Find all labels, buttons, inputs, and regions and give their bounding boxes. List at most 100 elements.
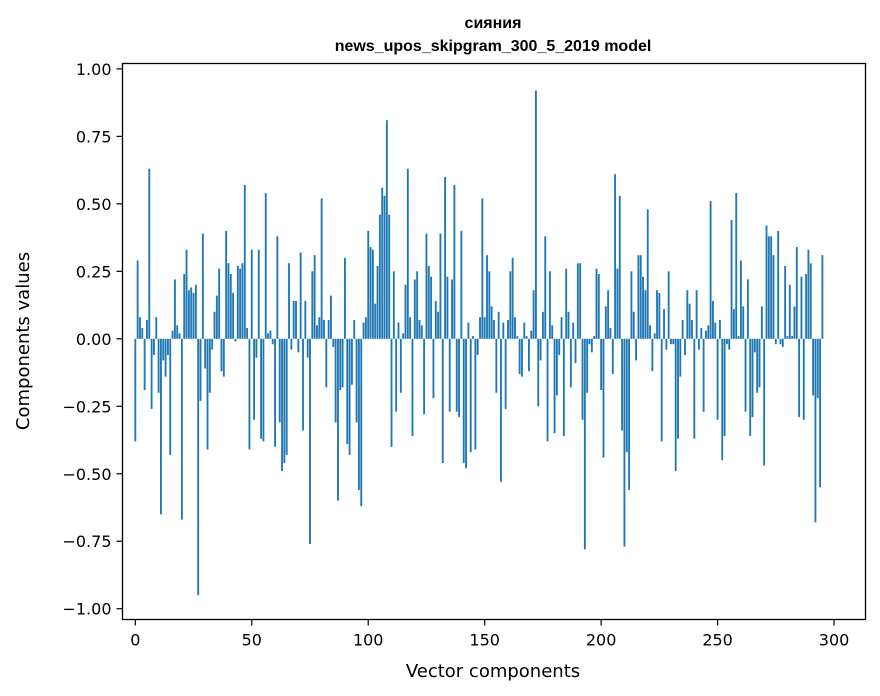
- bar: [686, 290, 689, 339]
- bar: [481, 198, 484, 339]
- bar: [194, 284, 197, 339]
- bar: [392, 271, 395, 339]
- bar: [555, 338, 558, 396]
- bar: [772, 255, 775, 339]
- bar: [250, 249, 253, 339]
- bar: [374, 303, 377, 339]
- bar: [246, 328, 249, 339]
- bar: [406, 168, 409, 339]
- bar: [802, 338, 805, 420]
- bar: [753, 338, 756, 353]
- bar: [618, 195, 621, 339]
- bar: [162, 338, 165, 361]
- bar: [735, 193, 738, 339]
- bar: [488, 271, 491, 339]
- bar: [572, 322, 575, 339]
- bar: [646, 209, 649, 339]
- bar: [213, 311, 216, 339]
- bar: [665, 338, 668, 350]
- bar: [271, 338, 274, 345]
- bar: [418, 319, 421, 339]
- bar: [719, 319, 721, 339]
- bar: [534, 90, 537, 339]
- x-tick-label: 200: [586, 631, 617, 650]
- bar: [439, 233, 442, 339]
- bar: [732, 309, 735, 339]
- bar: [816, 338, 819, 399]
- bar: [260, 338, 263, 439]
- bar: [381, 187, 384, 339]
- bar: [299, 252, 302, 339]
- bar: [185, 249, 188, 339]
- bar: [227, 263, 230, 339]
- bar: [183, 274, 186, 339]
- bar: [274, 338, 276, 447]
- bar: [593, 336, 596, 339]
- bar: [141, 328, 144, 339]
- bar: [388, 214, 391, 339]
- bar: [425, 233, 428, 339]
- bar: [812, 338, 815, 396]
- bar: [404, 284, 407, 339]
- bar: [658, 292, 661, 339]
- bar: [749, 338, 752, 436]
- bar: [500, 338, 502, 482]
- bar: [176, 325, 179, 339]
- bar: [521, 338, 523, 377]
- bar: [269, 330, 272, 339]
- bar: [257, 249, 260, 339]
- bar: [218, 268, 221, 339]
- bar: [360, 338, 363, 507]
- bar: [241, 263, 244, 339]
- bar: [199, 338, 202, 401]
- bar: [467, 322, 470, 339]
- bar: [642, 276, 644, 339]
- bar: [204, 338, 207, 369]
- bar: [341, 338, 344, 388]
- bar: [304, 301, 307, 339]
- bar: [698, 338, 700, 350]
- bar: [178, 333, 181, 339]
- bar: [541, 311, 544, 339]
- bar: [509, 271, 512, 339]
- bar: [497, 311, 500, 339]
- bar: [525, 336, 528, 339]
- bar: [721, 338, 724, 461]
- x-tick-label: 250: [702, 631, 733, 650]
- bar: [551, 325, 554, 339]
- bar: [376, 265, 379, 339]
- bar: [420, 325, 423, 339]
- bar: [225, 230, 228, 339]
- bar: [432, 338, 435, 399]
- y-tick-label: −0.50: [62, 465, 111, 484]
- bar: [616, 268, 619, 339]
- bar: [493, 319, 495, 339]
- bar: [364, 317, 367, 339]
- bar: [313, 255, 316, 339]
- bar: [714, 322, 717, 339]
- bar: [255, 338, 258, 358]
- y-tick-label: −0.25: [62, 397, 111, 416]
- bar: [276, 236, 279, 339]
- bar: [434, 301, 437, 339]
- bar: [677, 338, 679, 439]
- bar: [292, 301, 295, 339]
- bar: [637, 255, 640, 339]
- bar: [267, 333, 269, 339]
- bar: [232, 292, 235, 339]
- bar: [614, 174, 617, 339]
- bar: [362, 322, 365, 339]
- bar: [712, 301, 714, 339]
- bar: [164, 338, 167, 377]
- bar: [511, 257, 514, 339]
- bar: [639, 255, 642, 339]
- bar: [716, 338, 719, 420]
- bar: [504, 338, 507, 409]
- bar: [569, 338, 572, 388]
- y-axis-ticks: 1.00 0.75 0.50 0.25 0.00 −0.25 −0.50 −0.75 −1.00: [62, 60, 123, 619]
- bar: [651, 338, 654, 372]
- bar: [595, 268, 598, 339]
- bar: [649, 325, 651, 339]
- bar: [660, 338, 663, 442]
